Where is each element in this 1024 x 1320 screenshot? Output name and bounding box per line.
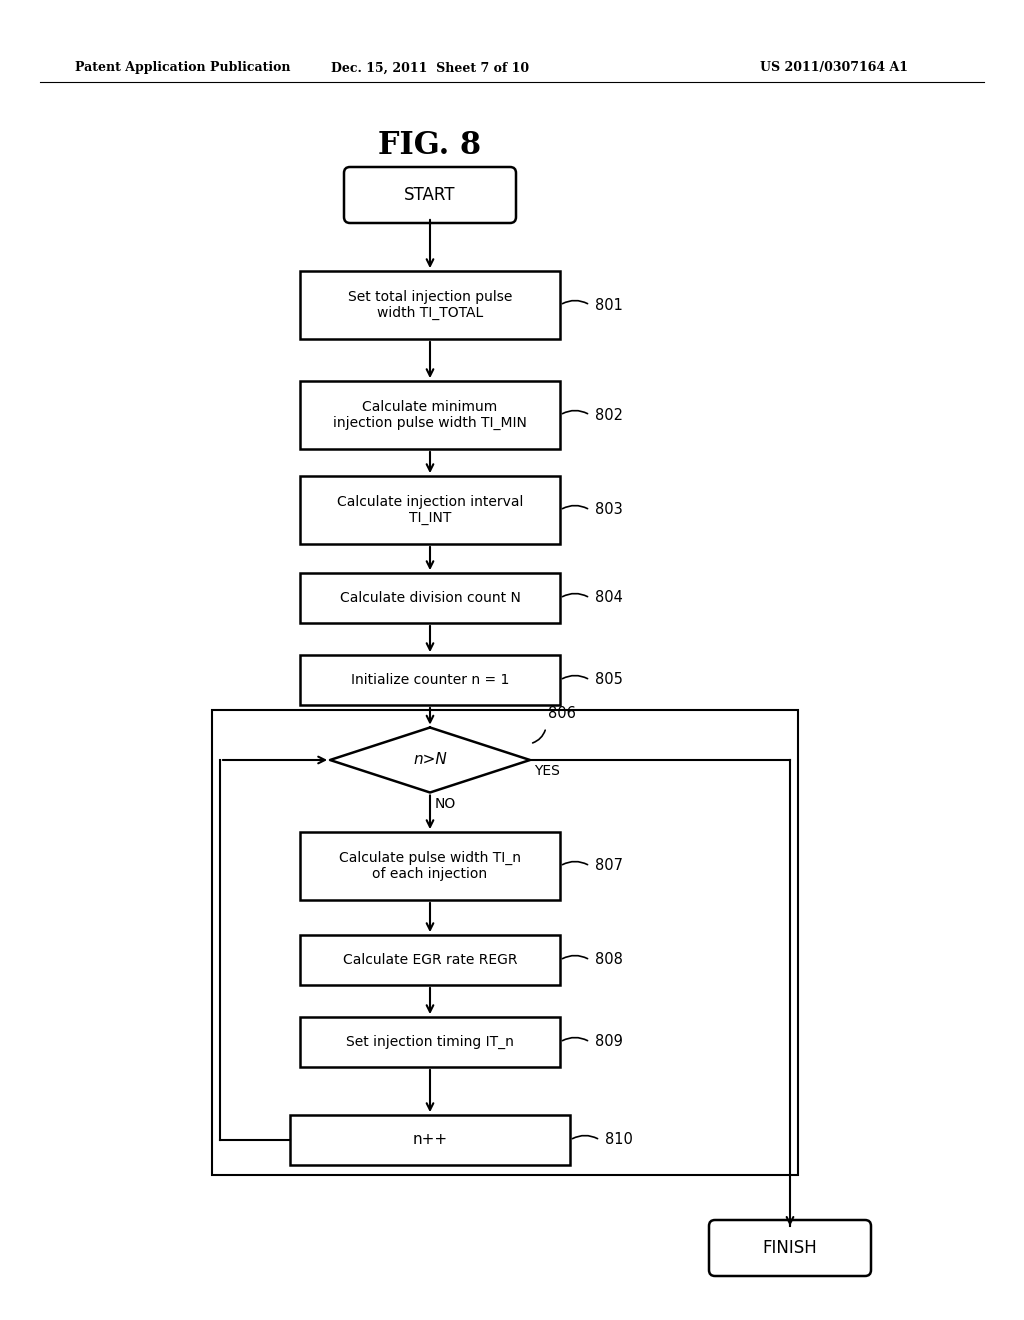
Text: 802: 802 [595, 408, 623, 422]
Bar [300, 935, 560, 985]
Text: Dec. 15, 2011  Sheet 7 of 10: Dec. 15, 2011 Sheet 7 of 10 [331, 62, 529, 74]
Bar [300, 271, 560, 339]
Text: 804: 804 [595, 590, 623, 606]
FancyBboxPatch shape [709, 1220, 871, 1276]
Text: Set total injection pulse
width TI_TOTAL: Set total injection pulse width TI_TOTAL [348, 290, 512, 321]
Text: FINISH: FINISH [763, 1239, 817, 1257]
Bar [300, 655, 560, 705]
Text: Calculate pulse width TI_n
of each injection: Calculate pulse width TI_n of each injec… [339, 851, 521, 882]
Bar [300, 477, 560, 544]
Text: START: START [404, 186, 456, 205]
Text: Patent Application Publication: Patent Application Publication [75, 62, 291, 74]
FancyBboxPatch shape [344, 168, 516, 223]
Text: Set injection timing IT_n: Set injection timing IT_n [346, 1035, 514, 1049]
Bar [300, 832, 560, 900]
Text: 807: 807 [595, 858, 623, 874]
Text: Calculate injection interval
TI_INT: Calculate injection interval TI_INT [337, 495, 523, 525]
Bar [212, 710, 798, 1175]
Text: 810: 810 [605, 1133, 633, 1147]
Text: 806: 806 [548, 706, 575, 722]
Text: US 2011/0307164 A1: US 2011/0307164 A1 [760, 62, 908, 74]
Bar [300, 573, 560, 623]
Text: FIG. 8: FIG. 8 [379, 129, 481, 161]
Text: 801: 801 [595, 297, 623, 313]
Text: Calculate EGR rate REGR: Calculate EGR rate REGR [343, 953, 517, 968]
Text: NO: NO [435, 797, 457, 812]
Text: 803: 803 [595, 503, 623, 517]
Text: 805: 805 [595, 672, 623, 688]
Text: n>N: n>N [413, 752, 446, 767]
Text: Calculate minimum
injection pulse width TI_MIN: Calculate minimum injection pulse width … [333, 400, 527, 430]
Bar [290, 1115, 570, 1166]
Text: YES: YES [534, 764, 560, 777]
Text: 808: 808 [595, 953, 623, 968]
Bar [300, 1016, 560, 1067]
Bar [300, 381, 560, 449]
Text: n++: n++ [413, 1133, 447, 1147]
Text: Calculate division count N: Calculate division count N [340, 591, 520, 605]
Text: 809: 809 [595, 1035, 623, 1049]
Text: Initialize counter n = 1: Initialize counter n = 1 [351, 673, 509, 686]
